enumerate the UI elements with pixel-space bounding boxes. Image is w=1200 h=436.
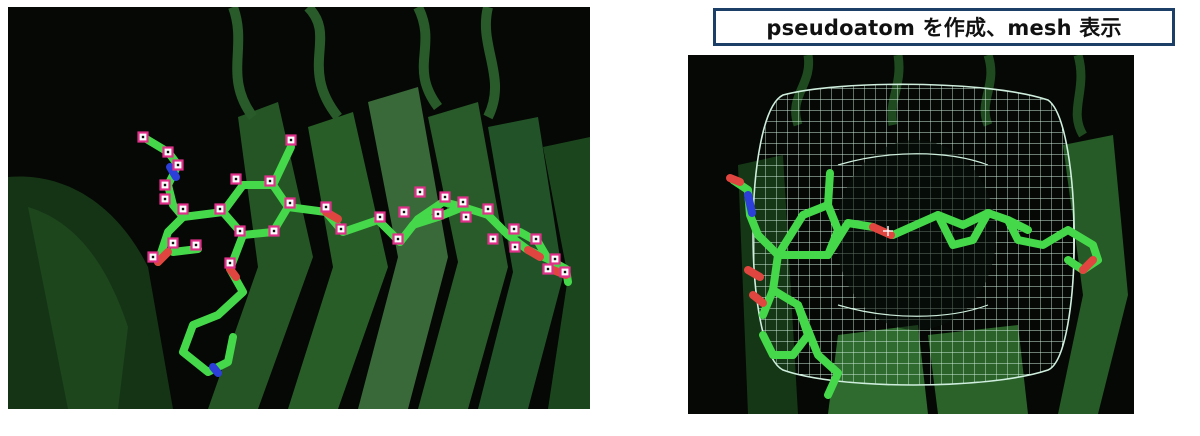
- selected-atom-marker-dot: [238, 229, 242, 233]
- selected-atom-marker-dot: [324, 205, 328, 209]
- selected-atom-marker-dot: [166, 150, 170, 154]
- caption-box: pseudoatom を作成、mesh 表示: [713, 8, 1175, 46]
- left-structure-view: [8, 7, 590, 409]
- selected-atom-marker-dot: [402, 210, 406, 214]
- selected-atom-marker-dot: [461, 200, 465, 204]
- selected-atom-marker-dot: [289, 138, 293, 142]
- selected-atom-marker-dot: [443, 195, 447, 199]
- selected-atom-marker-dot: [491, 237, 495, 241]
- right-structure-view: [688, 55, 1134, 414]
- protein-cartoon-left: [8, 7, 590, 409]
- selected-atom-marker-dot: [272, 229, 276, 233]
- selected-atom-marker-dot: [563, 270, 567, 274]
- selection-markers: [137, 131, 571, 278]
- selected-atom-marker-dot: [163, 197, 167, 201]
- selected-atom-marker-dot: [194, 243, 198, 247]
- selected-atom-marker-dot: [378, 215, 382, 219]
- selected-atom-marker-dot: [288, 201, 292, 205]
- selected-atom-marker-dot: [181, 207, 185, 211]
- selected-atom-marker-dot: [436, 212, 440, 216]
- selected-atom-marker-dot: [141, 135, 145, 139]
- selected-atom-marker-dot: [176, 163, 180, 167]
- selected-atom-marker-dot: [163, 183, 167, 187]
- pseudoatom-center-cross: [883, 226, 893, 236]
- selected-atom-marker-dot: [486, 207, 490, 211]
- selected-atom-marker-dot: [396, 237, 400, 241]
- selected-atom-marker-dot: [512, 227, 516, 231]
- selected-atom-marker-dot: [268, 179, 272, 183]
- selected-atom-marker-dot: [228, 261, 232, 265]
- selected-atom-marker-dot: [234, 177, 238, 181]
- selected-atom-marker-dot: [534, 237, 538, 241]
- selected-atom-marker-dot: [171, 241, 175, 245]
- caption-text: pseudoatom を作成、mesh 表示: [766, 16, 1122, 40]
- right-molecule-render: [726, 55, 1128, 414]
- selected-atom-marker-dot: [151, 255, 155, 259]
- selected-atom-marker-dot: [339, 227, 343, 231]
- selected-atom-marker-dot: [464, 215, 468, 219]
- left-molecule-render: [8, 7, 590, 409]
- selected-atom-marker-dot: [218, 207, 222, 211]
- ligand-sticks-right: [726, 169, 1102, 399]
- selected-atom-marker-dot: [513, 245, 517, 249]
- selected-atom-marker-dot: [553, 257, 557, 261]
- selected-atom-marker-dot: [418, 190, 422, 194]
- selected-atom-marker-dot: [546, 267, 550, 271]
